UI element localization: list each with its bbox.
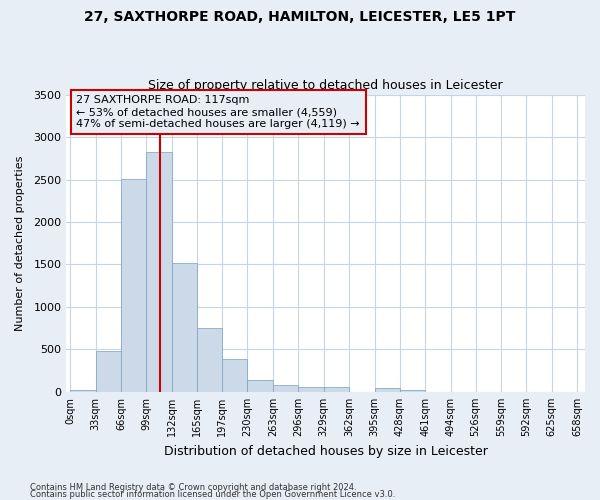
Text: Contains public sector information licensed under the Open Government Licence v3: Contains public sector information licen…: [30, 490, 395, 499]
Bar: [146, 152, 172, 392]
Bar: [298, 388, 324, 392]
Title: Size of property relative to detached houses in Leicester: Size of property relative to detached ho…: [148, 79, 503, 92]
Bar: [400, 390, 425, 392]
Bar: [121, 178, 146, 392]
Bar: [247, 380, 273, 392]
Bar: [172, 263, 197, 392]
Text: 27 SAXTHORPE ROAD: 117sqm
← 53% of detached houses are smaller (4,559)
47% of se: 27 SAXTHORPE ROAD: 117sqm ← 53% of detac…: [76, 96, 360, 128]
Y-axis label: Number of detached properties: Number of detached properties: [15, 156, 25, 331]
Text: 27, SAXTHORPE ROAD, HAMILTON, LEICESTER, LE5 1PT: 27, SAXTHORPE ROAD, HAMILTON, LEICESTER,…: [85, 10, 515, 24]
Bar: [197, 328, 222, 392]
Text: Contains HM Land Registry data © Crown copyright and database right 2024.: Contains HM Land Registry data © Crown c…: [30, 484, 356, 492]
Bar: [374, 388, 400, 392]
X-axis label: Distribution of detached houses by size in Leicester: Distribution of detached houses by size …: [164, 444, 488, 458]
Bar: [324, 388, 349, 392]
Bar: [70, 390, 95, 392]
Bar: [273, 385, 298, 392]
Bar: [95, 351, 121, 392]
Bar: [222, 359, 247, 392]
